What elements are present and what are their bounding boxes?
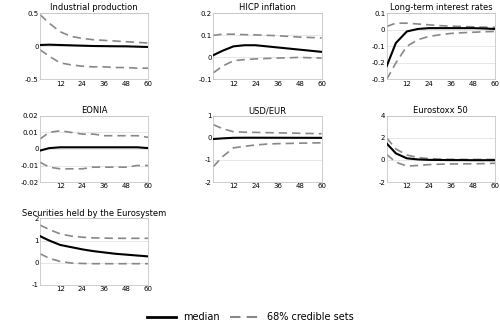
Title: Industrial production: Industrial production — [50, 3, 138, 13]
Title: Eurostoxx 50: Eurostoxx 50 — [414, 106, 468, 115]
Title: USD/EUR: USD/EUR — [248, 106, 286, 115]
Title: EONIA: EONIA — [81, 106, 108, 115]
Legend: median, 68% credible sets: median, 68% credible sets — [142, 308, 358, 326]
Title: Securities held by the Eurosystem: Securities held by the Eurosystem — [22, 209, 167, 218]
Title: HICP inflation: HICP inflation — [239, 3, 296, 13]
Title: Long-term interest rates: Long-term interest rates — [390, 3, 492, 13]
